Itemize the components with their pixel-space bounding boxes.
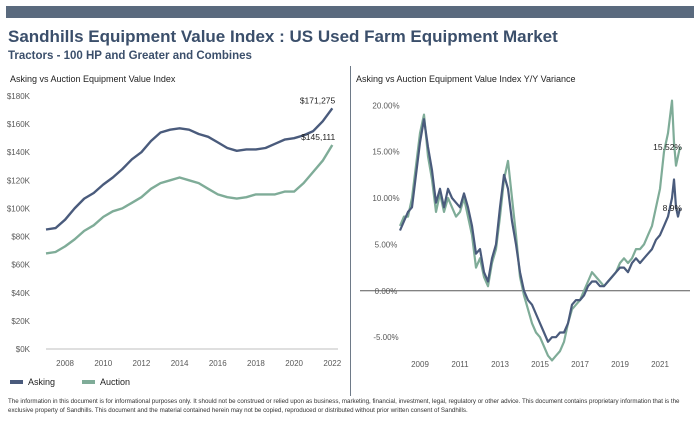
legend-swatch-auction — [82, 380, 95, 384]
y-tick-label: 5.00% — [375, 240, 398, 249]
y-tick-label: $100K — [7, 204, 31, 213]
y-tick-label: $20K — [11, 317, 30, 326]
page-subtitle: Tractors - 100 HP and Greater and Combin… — [8, 50, 252, 62]
chart-title-left: Asking vs Auction Equipment Value Index — [10, 74, 176, 84]
x-tick-label: 2012 — [133, 359, 151, 368]
end-value-label-auction: $145,111 — [301, 132, 335, 142]
end-value-label-asking: $171,275 — [300, 95, 336, 105]
chart-title-right: Asking vs Auction Equipment Value Index … — [356, 74, 576, 84]
x-tick-label: 2016 — [209, 359, 227, 368]
legend-swatch-asking — [10, 380, 23, 384]
y-tick-label: $140K — [7, 148, 31, 157]
header-bar — [6, 6, 694, 18]
x-tick-label: 2013 — [491, 360, 509, 369]
y-tick-label: $0K — [16, 345, 31, 354]
series-line-auction — [45, 144, 334, 255]
y-tick-label: 20.00% — [372, 101, 399, 110]
y-tick-label: $60K — [11, 261, 30, 270]
y-tick-label: 0.00% — [375, 287, 398, 296]
x-tick-label: 2010 — [94, 359, 112, 368]
legend-label-auction: Auction — [100, 377, 131, 387]
y-tick-label: $180K — [7, 92, 31, 101]
x-tick-label: 2014 — [171, 359, 189, 368]
x-tick-label: 2009 — [411, 360, 429, 369]
x-tick-label: 2020 — [285, 359, 303, 368]
series-line-asking — [45, 107, 334, 231]
legend-label-asking: Asking — [28, 377, 56, 387]
x-tick-label: 2015 — [531, 360, 549, 369]
chart-divider — [350, 66, 351, 396]
y-tick-label: $40K — [11, 289, 30, 298]
x-tick-label: 2021 — [651, 360, 669, 369]
y-tick-label: $120K — [7, 176, 31, 185]
x-tick-label: 2022 — [323, 359, 341, 368]
x-tick-label: 2019 — [611, 360, 629, 369]
disclaimer: The information in this document is for … — [8, 398, 680, 414]
x-tick-label: 2011 — [451, 360, 469, 369]
y-tick-label: 15.00% — [372, 148, 399, 157]
y-tick-label: -5.00% — [373, 333, 398, 342]
x-tick-label: 2017 — [571, 360, 589, 369]
variance-chart: -5.00% 0.00% 5.00% 10.00% 15.00% 20.00% 2009 20… — [360, 99, 690, 369]
y-tick-label: $80K — [11, 233, 30, 242]
index-chart: $0K $20K $40K $60K $80K $100K $120K $140K $160K $… — [7, 92, 342, 368]
y-tick-label: $160K — [7, 120, 31, 129]
x-tick-label: 2008 — [56, 359, 74, 368]
page-title: Sandhills Equipment Value Index : US Use… — [8, 27, 558, 46]
series-line-asking — [398, 118, 682, 343]
x-tick-label: 2018 — [247, 359, 265, 368]
series-line-auction — [398, 99, 682, 362]
y-tick-label: 10.00% — [372, 194, 399, 203]
end-value-label-asking: 8.9% — [663, 203, 683, 213]
end-value-label-auction: 15.52% — [653, 142, 682, 152]
